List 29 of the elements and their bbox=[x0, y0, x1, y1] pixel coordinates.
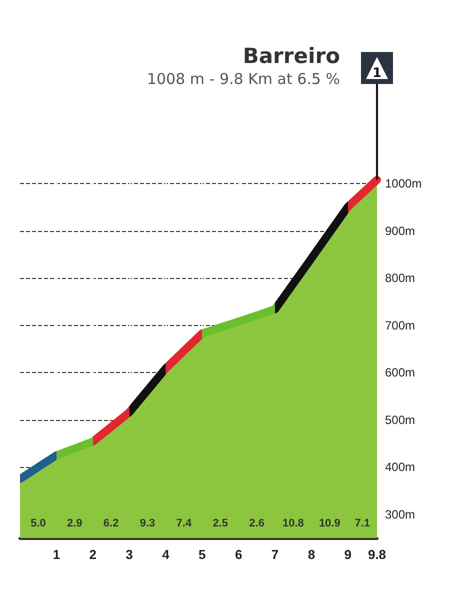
x-tick-label: 1 bbox=[52, 547, 60, 562]
y-tick-label: 400m bbox=[385, 460, 416, 474]
annotation: 5.0 bbox=[30, 518, 46, 530]
annotation: 2.9 bbox=[66, 518, 82, 530]
x-tick-label: 6 bbox=[234, 547, 242, 562]
annotation: 2.6 bbox=[249, 518, 264, 530]
x-tick-label: 8 bbox=[308, 547, 316, 562]
annotation: 7.1 bbox=[354, 518, 370, 530]
x-tick-label: 9 bbox=[344, 547, 352, 562]
x-tick-label: 7 bbox=[271, 547, 279, 562]
chart-subtitle: 1008 m - 9.8 Km at 6.5 % bbox=[146, 70, 340, 88]
annotation: 6.2 bbox=[103, 518, 119, 530]
y-tick-label: 800m bbox=[385, 271, 416, 286]
annotation: 2.5 bbox=[212, 518, 228, 530]
chart-title: Barreiro bbox=[242, 44, 340, 68]
y-tick-label: 300m bbox=[385, 507, 416, 522]
x-tick-label: 5 bbox=[198, 547, 206, 562]
y-tick-label: 900m bbox=[385, 224, 416, 238]
y-tick-label: 600m bbox=[385, 366, 416, 380]
x-tick-label: 4 bbox=[162, 547, 170, 562]
annotation: 10.9 bbox=[318, 518, 340, 530]
x-tick-label: 2 bbox=[89, 547, 96, 562]
x-tick-label: 9.8 bbox=[368, 547, 386, 562]
x-tick-label: 3 bbox=[126, 547, 133, 562]
annotation: 7.4 bbox=[176, 518, 192, 530]
annotation: 10.8 bbox=[282, 518, 304, 530]
y-tick-label: 500m bbox=[385, 412, 416, 427]
y-tick-label: 700m bbox=[385, 318, 416, 332]
annotation: 9.3 bbox=[140, 518, 156, 530]
